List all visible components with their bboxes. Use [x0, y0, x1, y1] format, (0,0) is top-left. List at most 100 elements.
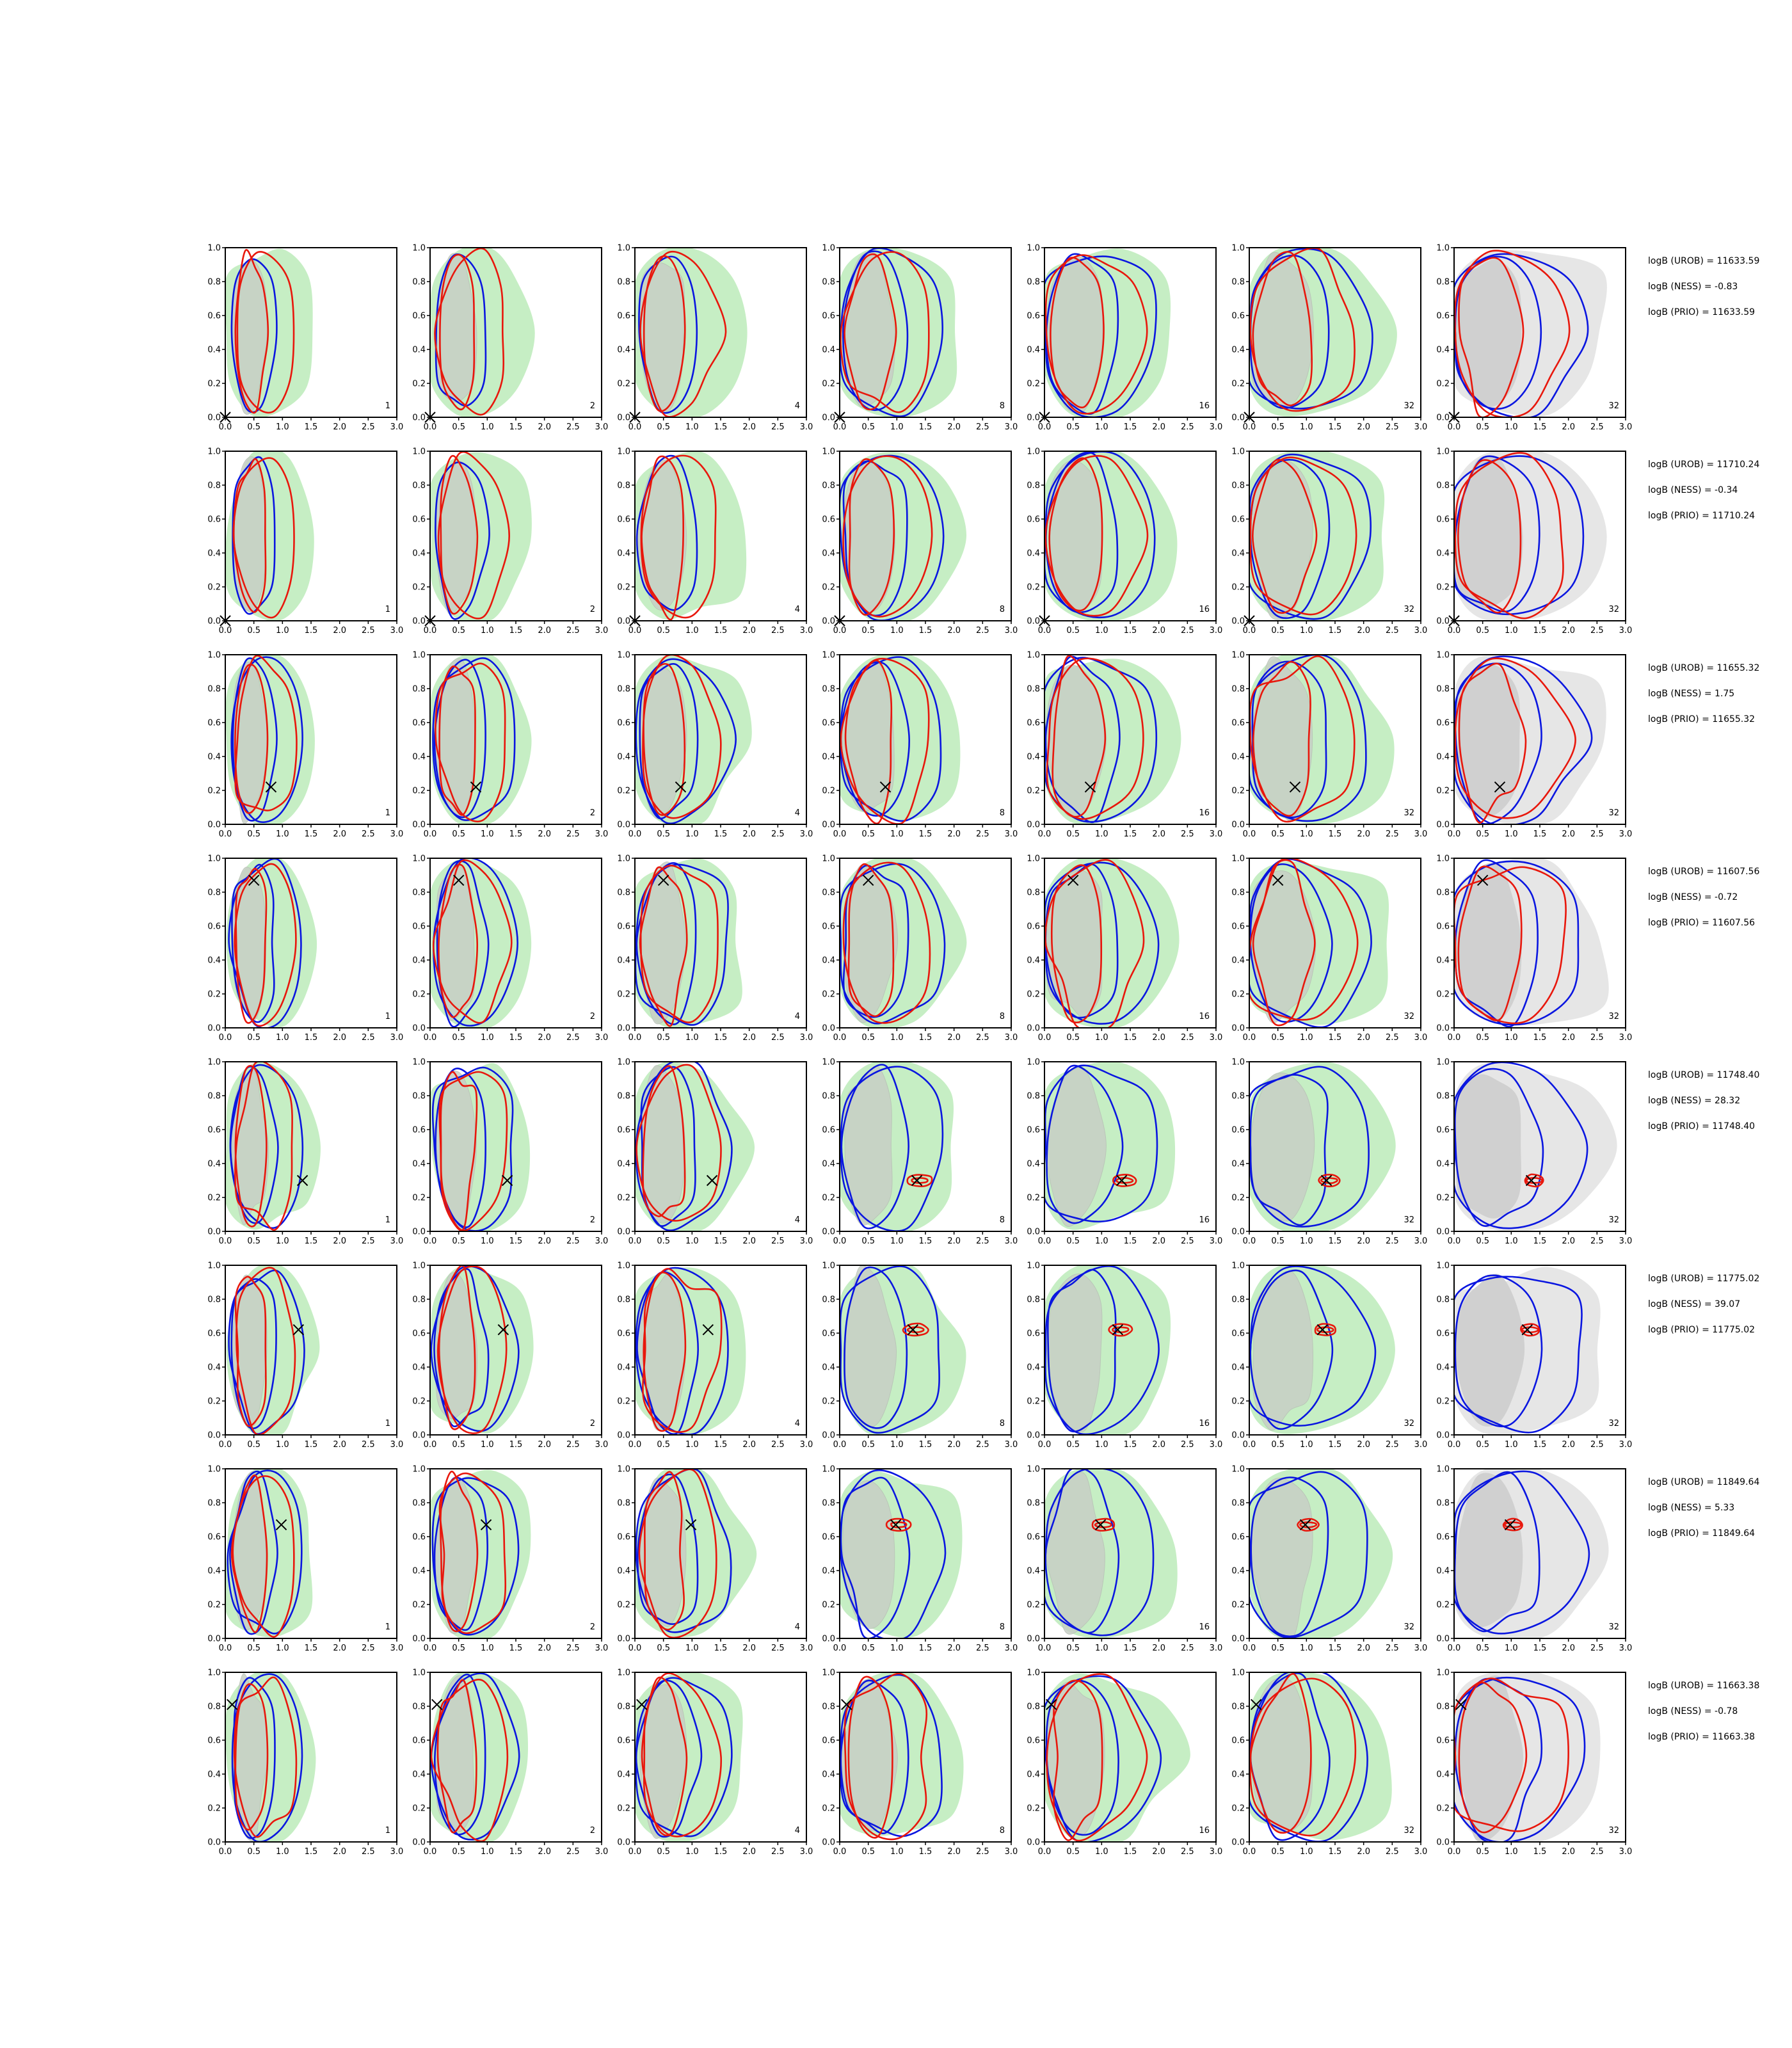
x-tick-label: 2.0 — [1562, 626, 1575, 636]
x-tick-label: 2.5 — [1386, 1033, 1399, 1043]
y-tick-label: 0.8 — [1231, 1702, 1245, 1712]
panel-contours — [1454, 1062, 1617, 1231]
y-tick-label: 0.0 — [207, 820, 221, 830]
x-tick-label: 1.5 — [509, 829, 523, 839]
panel-label: 8 — [1000, 1012, 1005, 1021]
y-tick-label: 0.6 — [412, 1736, 426, 1746]
logb-text: logB (PRIO) = 11663.38 — [1648, 1732, 1755, 1742]
x-tick-label: 2.0 — [947, 1236, 961, 1246]
logb-text: logB (UROB) = 11775.02 — [1648, 1274, 1759, 1284]
red-contour-outer — [434, 248, 505, 416]
red-contour-peak — [1520, 1323, 1540, 1337]
x-tick-label: 0.0 — [833, 829, 847, 839]
x-tick-label: 2.5 — [362, 1033, 375, 1043]
truth-marker — [841, 1699, 852, 1711]
y-tick-label: 0.4 — [617, 753, 630, 762]
panel-label: 2 — [590, 1012, 595, 1021]
y-tick-label: 0.8 — [207, 1092, 221, 1101]
x-tick-label: 0.0 — [833, 1847, 847, 1857]
y-tick-label: 0.6 — [1027, 515, 1040, 525]
y-tick-label: 0.8 — [1436, 1499, 1450, 1508]
y-tick-label: 1.0 — [1231, 1058, 1245, 1068]
blue-contour-outer — [635, 1267, 729, 1435]
red-contour-inner — [1458, 1681, 1528, 1834]
y-tick-label: 0.2 — [412, 990, 426, 1000]
panel-r5-c4: 0.0 0.5 1.0 1.5 2.0 2.5 3.0 0.0 0.2 0.4 0.6 0.8 1.0 8 — [822, 1058, 1018, 1247]
x-tick-label: 3.0 — [1619, 1644, 1633, 1653]
y-tick-label: 0.2 — [207, 1601, 221, 1610]
x-tick-label: 1.0 — [481, 829, 494, 839]
x-tick-label: 2.0 — [742, 1440, 756, 1450]
y-tick-label: 0.6 — [207, 312, 221, 321]
x-tick-label: 1.5 — [919, 829, 932, 839]
y-tick-label: 1.0 — [1436, 1058, 1450, 1068]
logb-text: logB (NESS) = 28.32 — [1648, 1096, 1740, 1106]
x-tick-label: 3.0 — [800, 1033, 813, 1043]
y-tick-label: 1.0 — [207, 447, 221, 457]
x-tick-label: 3.0 — [595, 1033, 609, 1043]
y-tick-label: 0.6 — [822, 1736, 835, 1746]
y-tick-label: 1.0 — [207, 1261, 221, 1271]
panel-contours — [1044, 1673, 1190, 1842]
y-tick-label: 0.0 — [1231, 1024, 1245, 1034]
y-tick-label: 0.0 — [207, 1228, 221, 1237]
y-tick-label: 0.0 — [1231, 820, 1245, 830]
panel-contours — [225, 1062, 321, 1231]
x-tick-label: 2.5 — [566, 1236, 580, 1246]
y-tick-label: 0.4 — [1231, 1160, 1245, 1169]
panel-contours — [840, 1672, 964, 1841]
x-tick-label: 0.5 — [1476, 1236, 1489, 1246]
red-contour-inner — [230, 1474, 268, 1633]
y-tick-label: 0.0 — [822, 617, 835, 627]
y-tick-label: 0.2 — [1027, 990, 1040, 1000]
y-tick-label: 1.0 — [617, 1465, 630, 1475]
x-tick-label: 2.0 — [1152, 829, 1165, 839]
y-tick-label: 0.8 — [1027, 1092, 1040, 1101]
x-tick-label: 2.0 — [742, 1236, 756, 1246]
panel-contours — [1044, 655, 1181, 824]
y-tick-label: 0.6 — [1231, 312, 1245, 321]
truth-marker — [1476, 874, 1489, 886]
panel-label: 32 — [1608, 808, 1619, 818]
y-tick-label: 0.0 — [1027, 1024, 1040, 1034]
blue-contour-inner — [844, 1266, 908, 1429]
panel-label: 8 — [1000, 1215, 1005, 1225]
panel-label: 32 — [1404, 808, 1414, 818]
x-tick-label: 0.0 — [1038, 1847, 1052, 1857]
fill-inner-region — [1251, 252, 1314, 407]
y-tick-label: 0.0 — [617, 617, 630, 627]
fill-inner-region — [1046, 1273, 1103, 1433]
y-tick-label: 0.2 — [1027, 1194, 1040, 1203]
red-contour-inner — [1050, 864, 1103, 1023]
x-tick-label: 1.0 — [1095, 1236, 1108, 1246]
x-tick-label: 1.5 — [1124, 1847, 1137, 1857]
y-tick-label: 0.4 — [412, 1567, 426, 1576]
y-tick-label: 0.2 — [617, 1194, 630, 1203]
red-contour-peak-inner — [1316, 1326, 1334, 1333]
red-contour-peak-inner — [890, 1521, 908, 1528]
x-tick-label: 0.5 — [1066, 1440, 1080, 1450]
red-contour-inner — [847, 1676, 893, 1839]
panel-r1-c7: 0.0 0.5 1.0 1.5 2.0 2.5 3.0 0.0 0.2 0.4 0.6 0.8 1.0 3… — [1436, 244, 1632, 433]
panel-r5-c2: 0.0 0.5 1.0 1.5 2.0 2.5 3.0 0.0 0.2 0.4 0.6 0.8 1.0 2 — [412, 1058, 608, 1247]
y-tick-label: 0.4 — [1027, 1363, 1040, 1373]
x-tick-label: 1.0 — [1505, 1644, 1518, 1653]
red-contour-inner — [643, 1271, 687, 1432]
y-tick-label: 1.0 — [822, 854, 835, 864]
x-tick-label: 0.5 — [247, 1236, 260, 1246]
x-tick-label: 2.0 — [538, 626, 551, 636]
panel-contours — [1044, 1469, 1178, 1638]
red-contour-inner — [847, 863, 895, 1018]
x-tick-label: 2.0 — [333, 1033, 346, 1043]
y-tick-label: 0.4 — [822, 346, 835, 355]
x-tick-label: 2.0 — [1562, 1440, 1575, 1450]
x-tick-label: 0.0 — [1243, 1644, 1256, 1653]
panel-label: 4 — [795, 1012, 800, 1021]
fill-inner-region — [842, 1480, 895, 1629]
truth-marker — [1494, 781, 1506, 793]
y-tick-label: 0.0 — [822, 1431, 835, 1441]
red-contour-outer — [642, 1268, 723, 1433]
x-tick-label: 2.5 — [976, 1847, 989, 1857]
blue-contour-outer — [840, 1469, 947, 1638]
panel-r3-c6: 0.0 0.5 1.0 1.5 2.0 2.5 3.0 0.0 0.2 0.4 0.6 0.8 1.0 3… — [1231, 651, 1427, 840]
